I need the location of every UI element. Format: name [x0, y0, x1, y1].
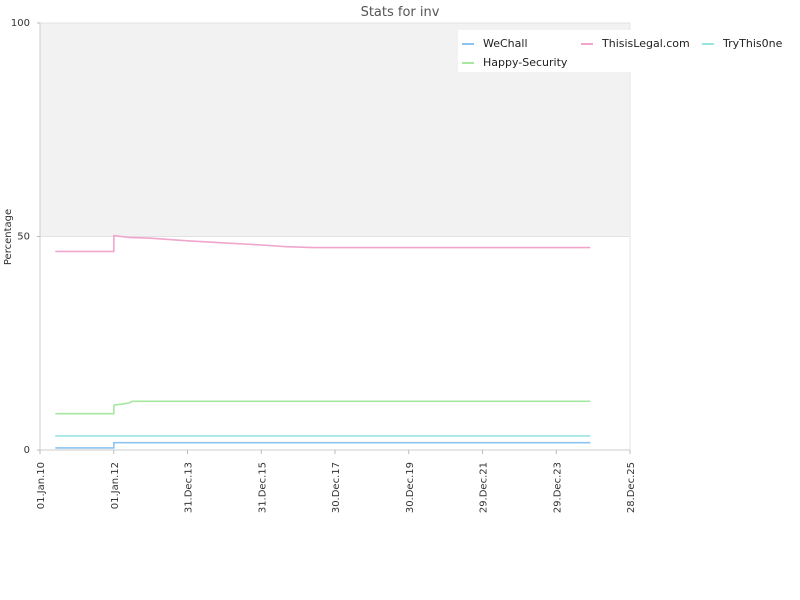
x-tick-label: 30.Dec.19	[405, 462, 416, 513]
legend-label: WeChall	[483, 37, 528, 50]
plot-band-lower	[40, 236, 630, 450]
x-tick-label: 31.Dec.13	[184, 462, 195, 513]
series-line	[55, 441, 591, 449]
x-tick-label: 31.Dec.15	[257, 462, 268, 513]
series-line	[55, 234, 591, 253]
legend-label: Happy-Security	[483, 56, 568, 69]
tick-labels: 0 50 100 01.Jan.10 01.Jan.12 31.Dec.13 31.Dec.…	[11, 18, 637, 513]
y-tick-label: 0	[24, 445, 30, 456]
legend-box	[458, 30, 798, 72]
series-line	[55, 400, 591, 415]
y-tick-label: 50	[17, 232, 30, 243]
y-tick-label: 100	[11, 18, 30, 29]
y-axis-label: Percentage	[3, 209, 14, 265]
chart-title: Stats for inv	[361, 5, 440, 20]
legend-label: TryThis0ne	[722, 37, 783, 50]
x-tick-label: 29.Dec.21	[479, 462, 490, 513]
x-tick-label: 28.Dec.25	[626, 462, 637, 513]
legend: WeChall ThisisLegal.com TryThis0ne Happy-Se…	[458, 30, 798, 72]
x-tick-label: 30.Dec.17	[331, 462, 342, 513]
x-tick-label: 01.Jan.12	[110, 462, 121, 509]
legend-label: ThisisLegal.com	[601, 37, 690, 50]
x-tick-label: 01.Jan.10	[36, 462, 47, 509]
series-lines	[55, 234, 591, 449]
x-tick-label: 29.Dec.23	[552, 462, 563, 513]
